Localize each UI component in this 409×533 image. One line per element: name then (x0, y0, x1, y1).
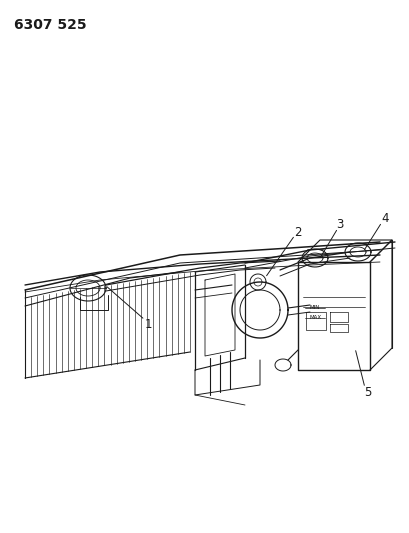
Text: 3: 3 (335, 217, 343, 230)
Text: MAX: MAX (309, 315, 321, 320)
Text: 4: 4 (380, 212, 388, 224)
Text: 1: 1 (144, 319, 151, 332)
Text: MIN: MIN (309, 305, 319, 310)
Text: 6307 525: 6307 525 (14, 18, 86, 32)
Text: 5: 5 (364, 386, 371, 400)
Text: 2: 2 (294, 225, 301, 238)
